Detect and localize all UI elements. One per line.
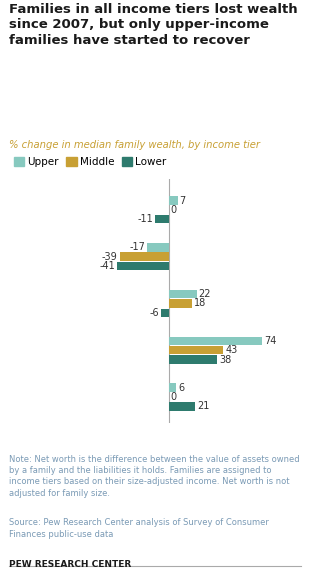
- Legend: Upper, Middle, Lower: Upper, Middle, Lower: [10, 153, 170, 171]
- Text: PEW RESEARCH CENTER: PEW RESEARCH CENTER: [9, 560, 131, 569]
- Text: -41: -41: [100, 261, 115, 271]
- Bar: [169, 196, 178, 205]
- Text: 22: 22: [199, 289, 211, 299]
- Bar: [169, 346, 223, 354]
- Text: 21: 21: [197, 401, 210, 411]
- Text: 0: 0: [171, 392, 177, 402]
- Text: 43: 43: [225, 345, 237, 355]
- Text: -17: -17: [130, 242, 145, 252]
- Bar: [169, 290, 197, 298]
- Bar: [117, 262, 169, 270]
- Bar: [169, 336, 263, 345]
- Bar: [169, 402, 195, 411]
- Text: -39: -39: [102, 252, 118, 262]
- Text: 7: 7: [179, 196, 186, 206]
- Bar: [169, 299, 192, 307]
- Text: Source: Pew Research Center analysis of Survey of Consumer
Finances public-use d: Source: Pew Research Center analysis of …: [9, 518, 269, 538]
- Text: Families in all income tiers lost wealth
since 2007, but only upper-income
famil: Families in all income tiers lost wealth…: [9, 3, 298, 47]
- Bar: [169, 383, 176, 392]
- Text: -11: -11: [137, 214, 153, 224]
- Bar: [161, 309, 169, 317]
- Text: 74: 74: [264, 336, 277, 346]
- Bar: [147, 243, 169, 251]
- Bar: [169, 356, 217, 364]
- Text: 18: 18: [193, 298, 206, 309]
- Text: 6: 6: [178, 383, 184, 393]
- Text: % change in median family wealth, by income tier: % change in median family wealth, by inc…: [9, 140, 260, 150]
- Text: 38: 38: [219, 354, 231, 365]
- Text: Note: Net worth is the difference between the value of assets owned
by a family : Note: Net worth is the difference betwee…: [9, 455, 300, 498]
- Text: 0: 0: [171, 205, 177, 215]
- Bar: [120, 252, 169, 261]
- Text: -6: -6: [150, 308, 159, 318]
- Bar: [155, 215, 169, 223]
